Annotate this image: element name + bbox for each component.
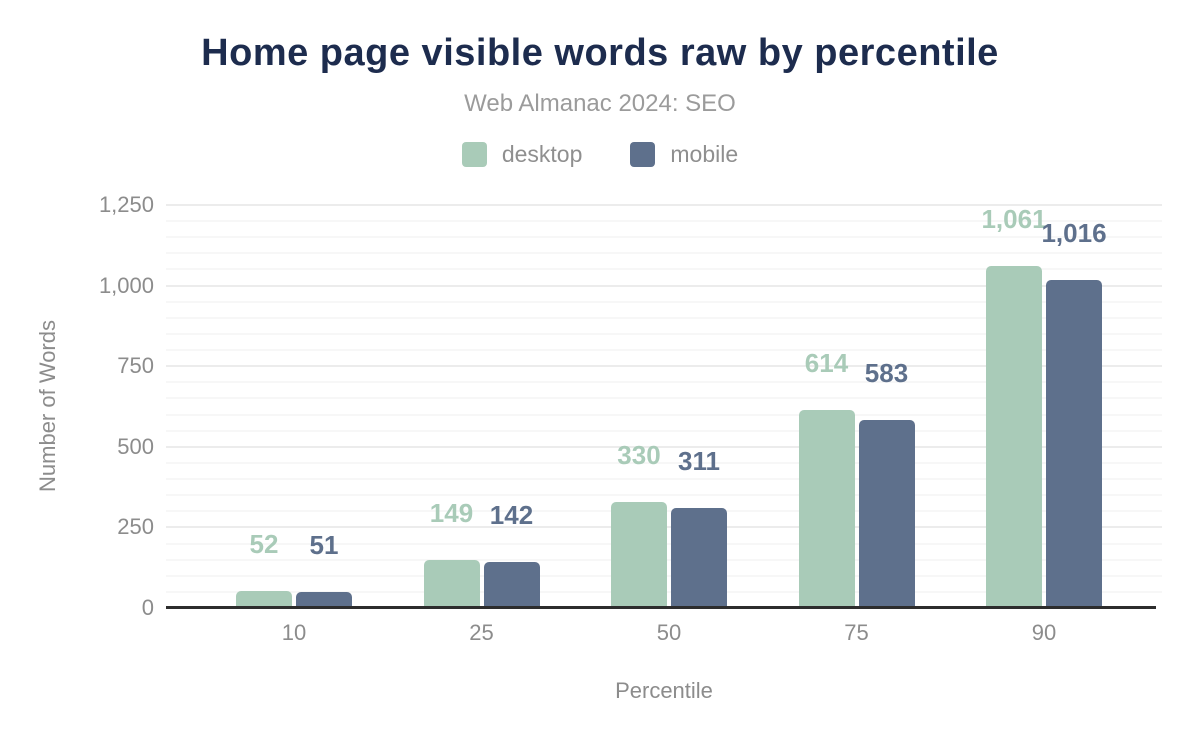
minor-gridline bbox=[166, 381, 1162, 384]
legend-item-desktop: desktop bbox=[461, 141, 583, 168]
mobile-value-label: 142 bbox=[489, 500, 534, 531]
y-tick-label: 0 bbox=[141, 595, 154, 620]
major-gridline bbox=[166, 365, 1162, 368]
major-gridline bbox=[166, 284, 1162, 287]
minor-gridline bbox=[166, 316, 1162, 319]
mobile-bar bbox=[296, 591, 352, 608]
y-tick-label: 250 bbox=[117, 514, 154, 540]
desktop-value-label: 330 bbox=[617, 439, 661, 470]
legend: desktop mobile bbox=[0, 141, 1200, 168]
x-tick-label: 75 bbox=[844, 620, 869, 645]
desktop-swatch-icon bbox=[461, 142, 487, 167]
minor-gridline bbox=[166, 461, 1162, 464]
minor-gridline bbox=[166, 429, 1162, 432]
major-gridline bbox=[166, 204, 1162, 206]
desktop-bar bbox=[423, 559, 480, 608]
y-tick-label: 1,000 bbox=[98, 272, 154, 298]
mobile-bar bbox=[858, 420, 915, 608]
desktop-bar bbox=[236, 591, 292, 608]
desktop-bar bbox=[798, 410, 855, 608]
mobile-bar bbox=[1046, 280, 1102, 608]
x-tick-label: 10 bbox=[281, 620, 307, 645]
minor-gridline bbox=[166, 300, 1162, 303]
minor-gridline bbox=[166, 332, 1162, 335]
desktop-value-label: 52 bbox=[249, 529, 279, 560]
x-axis-line bbox=[166, 606, 1156, 609]
x-tick-label: 90 bbox=[1031, 620, 1057, 645]
minor-gridline bbox=[166, 268, 1162, 271]
minor-gridline bbox=[166, 413, 1162, 416]
minor-gridline bbox=[166, 494, 1162, 497]
legend-item-mobile: mobile bbox=[630, 141, 738, 168]
y-tick-label: 500 bbox=[117, 433, 154, 459]
chart-subtitle: Web Almanac 2024: SEO bbox=[464, 90, 736, 117]
legend-label-desktop: desktop bbox=[501, 141, 583, 167]
chart-title: Home page visible words raw by percentil… bbox=[201, 32, 999, 74]
minor-gridline bbox=[166, 397, 1162, 400]
y-tick-label: 750 bbox=[117, 353, 154, 379]
major-gridline bbox=[166, 445, 1162, 448]
desktop-bar bbox=[611, 501, 667, 608]
mobile-value-label: 311 bbox=[678, 445, 720, 476]
mobile-value-label: 583 bbox=[864, 358, 909, 389]
x-axis-title: Percentile bbox=[615, 678, 713, 703]
x-tick-label: 25 bbox=[469, 620, 494, 645]
desktop-bar bbox=[986, 265, 1042, 608]
mobile-swatch-icon bbox=[630, 142, 656, 167]
mobile-bar bbox=[483, 562, 540, 608]
minor-gridline bbox=[166, 236, 1162, 239]
minor-gridline bbox=[166, 220, 1162, 223]
mobile-value-label: 51 bbox=[309, 529, 339, 560]
desktop-value-label: 149 bbox=[429, 497, 474, 528]
y-axis-title: Number of Words bbox=[35, 320, 60, 492]
y-tick-label: 1,250 bbox=[98, 192, 154, 217]
mobile-bar bbox=[671, 507, 727, 608]
desktop-value-label: 1,061 bbox=[981, 203, 1047, 234]
x-tick-label: 50 bbox=[656, 620, 682, 645]
mobile-value-label: 1,016 bbox=[1041, 218, 1107, 249]
minor-gridline bbox=[166, 478, 1162, 481]
desktop-value-label: 614 bbox=[804, 348, 849, 379]
minor-gridline bbox=[166, 349, 1162, 352]
legend-label-mobile: mobile bbox=[670, 141, 739, 167]
minor-gridline bbox=[166, 252, 1162, 255]
